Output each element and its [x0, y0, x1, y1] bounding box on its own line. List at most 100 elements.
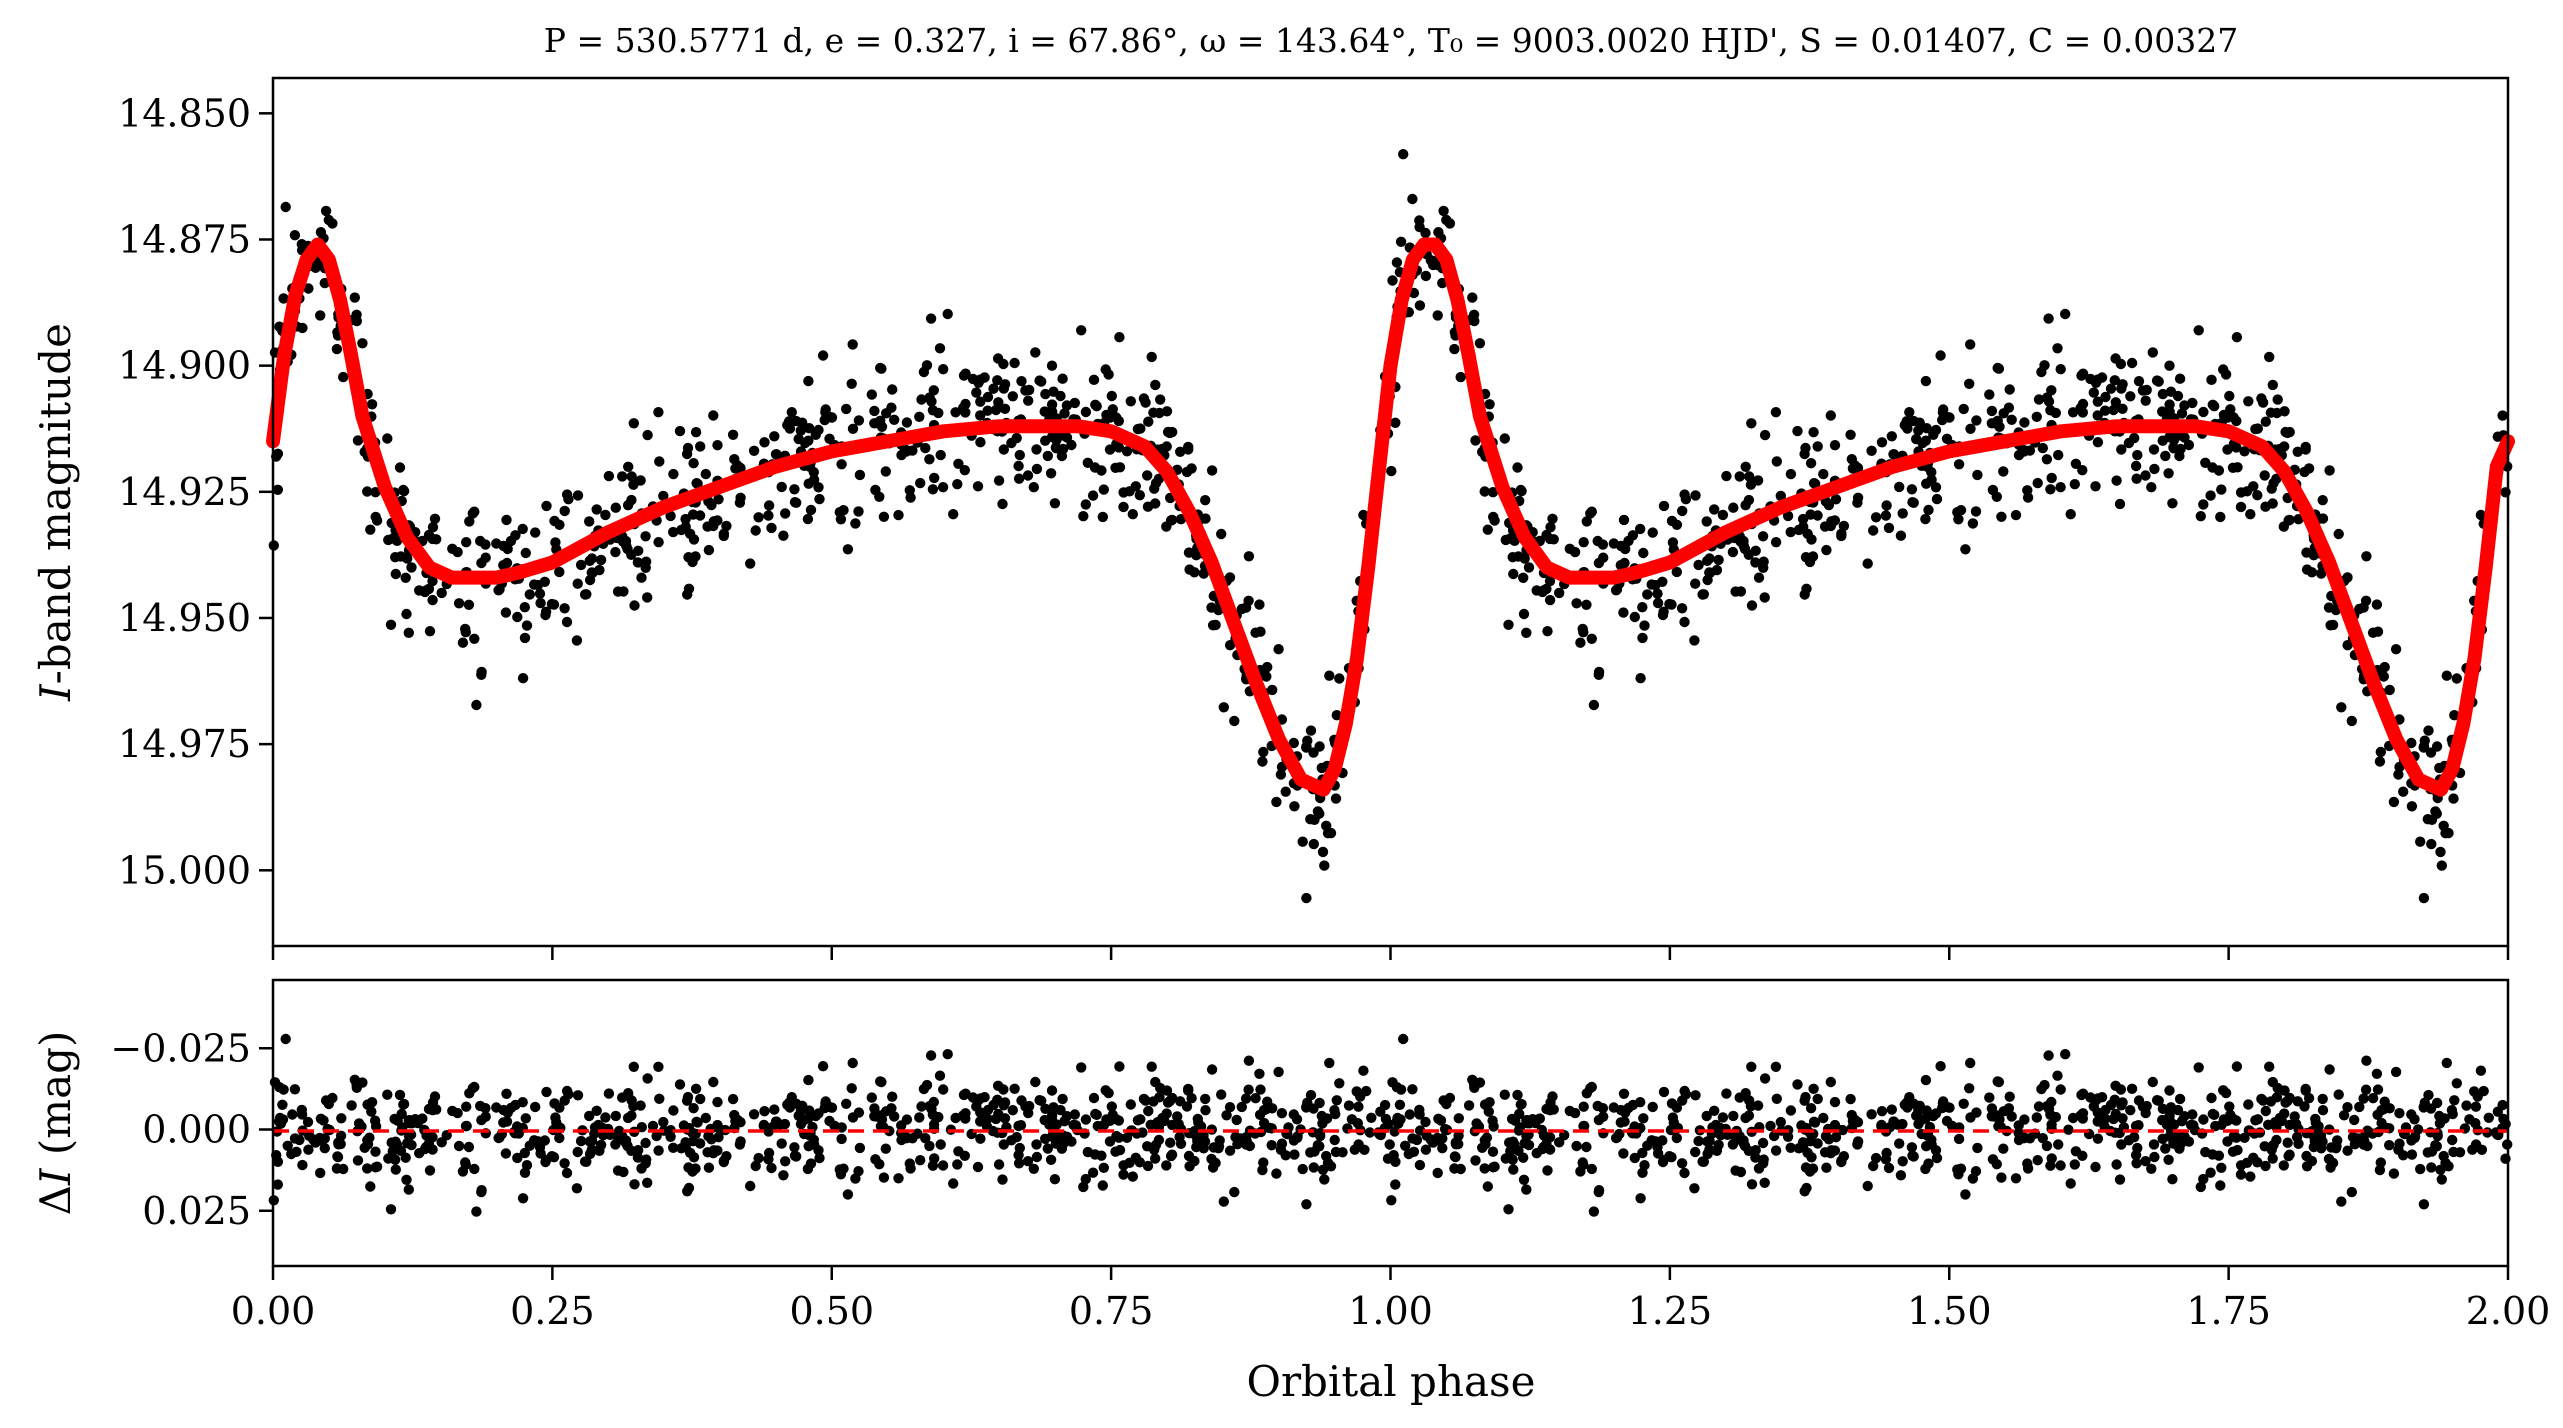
data-point — [2019, 417, 2030, 428]
data-point — [628, 418, 639, 429]
data-point — [1578, 537, 1589, 548]
data-point — [1040, 435, 1051, 446]
residual-point — [2419, 1097, 2430, 1108]
data-point — [1902, 423, 1913, 434]
residual-point — [2303, 1093, 2315, 1104]
data-point — [1930, 482, 1942, 493]
data-point — [427, 594, 438, 606]
residual-point — [814, 1152, 825, 1164]
data-point — [1061, 400, 1073, 411]
residual-point — [1487, 1146, 1499, 1157]
residual-point — [1709, 1105, 1720, 1117]
data-point — [628, 479, 639, 490]
residual-point — [674, 1079, 686, 1090]
residual-point — [682, 1091, 694, 1103]
data-point — [893, 509, 904, 521]
data-point — [1387, 275, 1398, 286]
residual-point — [302, 1116, 314, 1128]
residual-point — [1746, 1179, 1758, 1190]
data-point — [1830, 494, 1842, 505]
data-point — [1523, 562, 1535, 573]
data-point — [1745, 479, 1757, 490]
data-point — [610, 502, 621, 513]
data-point — [805, 504, 817, 516]
data-point — [2267, 498, 2278, 509]
data-point — [1812, 441, 1823, 452]
residual-point — [1923, 1158, 1934, 1169]
residual-point — [319, 1143, 330, 1154]
data-point — [2043, 313, 2054, 324]
data-point — [403, 627, 414, 638]
data-point — [2215, 511, 2226, 523]
data-point — [370, 487, 381, 498]
data-point — [791, 415, 802, 427]
data-point — [2129, 432, 2140, 444]
data-point — [2055, 482, 2066, 493]
data-point — [700, 468, 711, 480]
residual-point — [1771, 1093, 1783, 1105]
residual-point — [695, 1093, 706, 1105]
residual-point — [1394, 1099, 1406, 1111]
residual-point — [1146, 1061, 1157, 1072]
bottom-y-axis-label: ΔI (mag) — [31, 1031, 80, 1216]
data-point — [2116, 444, 2127, 455]
data-point — [2317, 495, 2328, 506]
residual-point — [1184, 1161, 1195, 1172]
data-point — [1124, 486, 1135, 497]
residual-point — [748, 1109, 760, 1120]
data-point — [1432, 310, 1443, 321]
data-point — [1971, 415, 1982, 426]
residual-point — [461, 1120, 472, 1132]
data-point — [1508, 568, 1519, 580]
data-point — [854, 469, 866, 481]
data-point — [935, 449, 946, 461]
data-point — [1920, 375, 1932, 387]
residual-point — [1734, 1131, 1745, 1142]
residual-point — [1679, 1167, 1690, 1179]
data-point — [476, 669, 487, 680]
data-point — [915, 477, 926, 489]
residual-point — [617, 1131, 628, 1142]
data-point — [2418, 892, 2430, 904]
data-point — [690, 427, 702, 438]
residual-point — [1593, 1186, 1605, 1198]
residual-point — [2406, 1149, 2418, 1160]
data-point — [521, 620, 533, 631]
data-point — [1538, 585, 1549, 596]
residual-point — [1288, 1109, 1300, 1120]
data-point — [1964, 378, 1975, 389]
data-point — [584, 574, 596, 586]
data-point — [1398, 149, 1409, 160]
data-point — [390, 552, 401, 563]
data-point — [623, 461, 634, 472]
data-point — [315, 310, 326, 321]
residual-point — [1353, 1139, 1364, 1150]
residual-point — [2114, 1127, 2125, 1139]
data-point — [1016, 376, 1027, 387]
data-point — [398, 484, 409, 496]
data-point — [469, 633, 480, 644]
data-point — [540, 606, 552, 617]
data-point — [2342, 572, 2353, 583]
data-point — [1635, 523, 1646, 535]
data-point — [658, 490, 669, 502]
data-point — [1647, 527, 1658, 538]
residual-point — [998, 1139, 1009, 1150]
data-point — [2126, 357, 2138, 369]
data-point — [2272, 394, 2283, 405]
data-point — [712, 440, 723, 451]
residual-point — [758, 1120, 769, 1132]
data-point — [2390, 644, 2402, 655]
residual-point — [1740, 1112, 1751, 1124]
data-point — [1051, 443, 1062, 454]
residual-point — [1324, 1057, 1335, 1069]
residual-point — [2224, 1101, 2235, 1112]
residual-point — [950, 1112, 961, 1124]
residual-point — [1028, 1163, 1040, 1175]
residual-point — [836, 1133, 847, 1145]
residual-point — [385, 1204, 397, 1215]
residual-point — [1175, 1138, 1187, 1150]
data-point — [2193, 325, 2204, 336]
data-point — [2055, 364, 2066, 375]
data-point — [1414, 221, 1425, 233]
